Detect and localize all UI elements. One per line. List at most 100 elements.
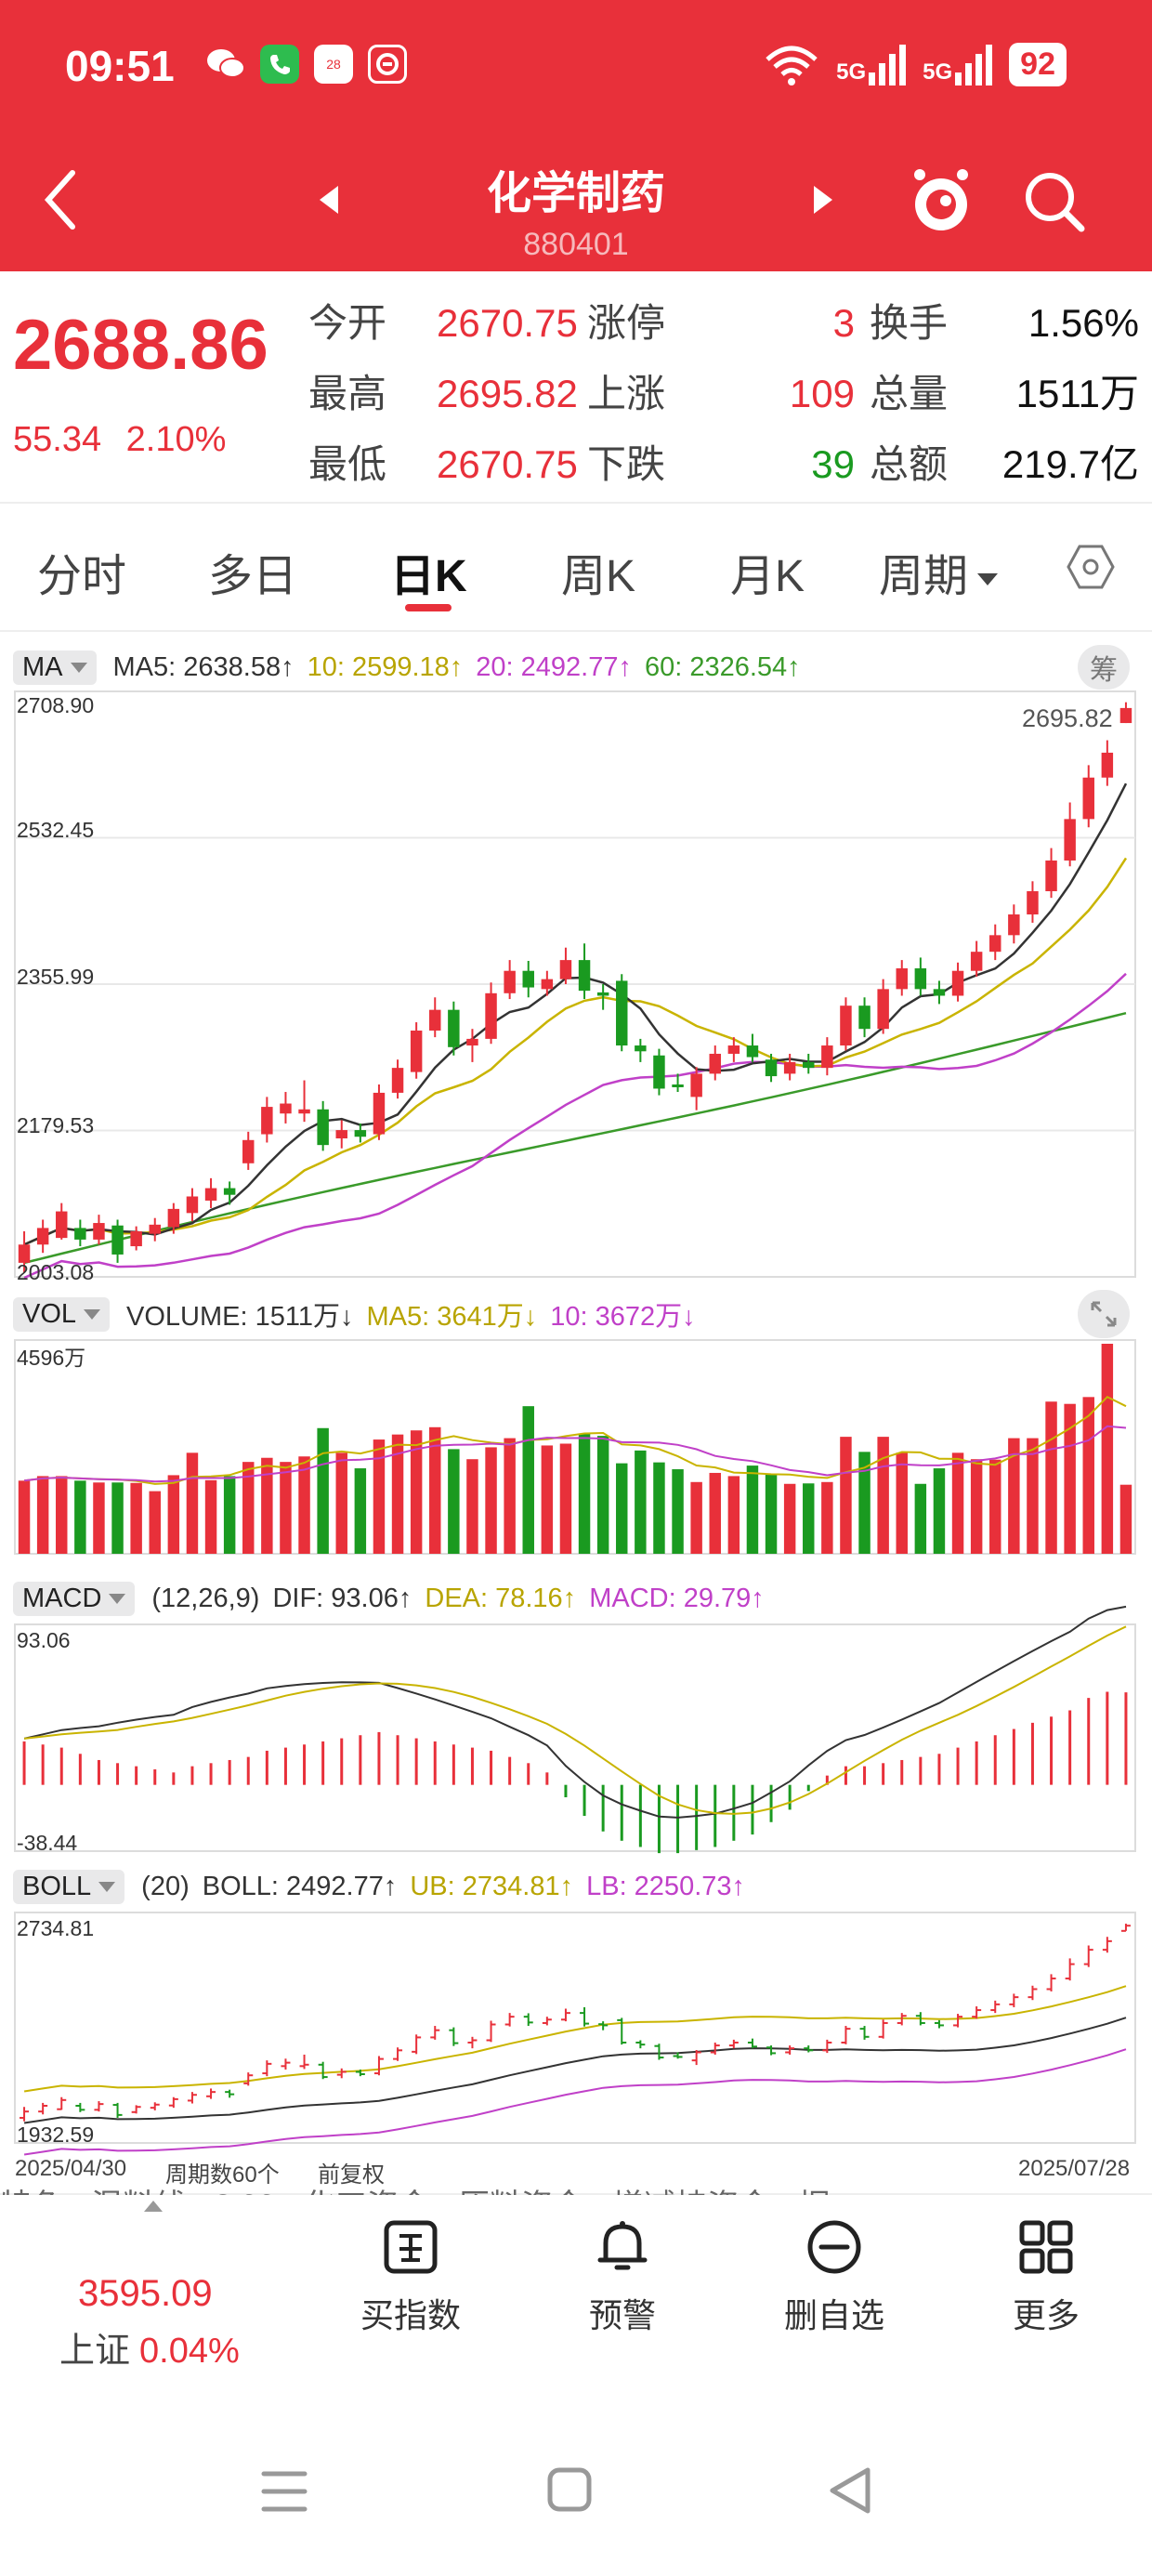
rising-value: 109: [789, 372, 855, 415]
volume-bar: [635, 1450, 647, 1554]
period-tabs: 分时 多日 日K 周K 月K 周期: [0, 520, 1152, 632]
volume-bar: [783, 1483, 796, 1554]
tab-intraday[interactable]: 分时: [37, 552, 127, 601]
expand-chart-button[interactable]: [1078, 1290, 1130, 1338]
panel-frame: [14, 1339, 1136, 1555]
chip-distribution-button[interactable]: 筹: [1078, 645, 1130, 690]
candle-body: [1064, 819, 1076, 861]
kline-chart-canvas[interactable]: [0, 637, 1152, 2189]
index-value[interactable]: 3595.09: [78, 2273, 213, 2314]
prev-stock-icon[interactable]: [320, 186, 338, 214]
volume-bar: [242, 1462, 255, 1554]
volume-bar: [466, 1459, 478, 1554]
tab-weekly-k[interactable]: 周K: [561, 552, 636, 601]
ma20-line: [23, 972, 1127, 1280]
tab-period-dropdown[interactable]: 周期: [879, 539, 999, 604]
index-summary[interactable]: 上证 0.04%: [59, 2321, 240, 2372]
buy-index-label: 买指数: [360, 2296, 461, 2334]
candle-body: [1027, 891, 1039, 915]
candle-body: [56, 1211, 68, 1239]
dif-line: [23, 1605, 1127, 1819]
back-arrow-icon[interactable]: [41, 167, 80, 232]
candle-body: [803, 1061, 815, 1069]
candle-body: [522, 970, 534, 988]
volume-bar: [858, 1452, 871, 1554]
open-value: 2670.75: [437, 301, 578, 345]
tab-daily-k[interactable]: 日K: [390, 552, 467, 601]
volume-bar: [541, 1445, 554, 1554]
price-axis-label: 2003.08: [17, 1260, 95, 1284]
tab-multi-day[interactable]: 多日: [208, 552, 298, 601]
mascot-icon[interactable]: [910, 167, 972, 234]
alert-button[interactable]: 预警: [548, 2217, 697, 2337]
bottom-toolbar: 特色 · 混料线 · 2.00 · 化工资金 · 原料资金 · 增减持资金 · …: [0, 2188, 1152, 2379]
volume-bar: [485, 1447, 497, 1554]
volume-bar: [559, 1443, 572, 1554]
vol-indicator-button[interactable]: VOL: [13, 1296, 111, 1332]
change-value: 55.34: [13, 420, 102, 459]
macd-indicator-button[interactable]: MACD: [13, 1581, 136, 1616]
panel-frame: [14, 1912, 1136, 2144]
ma5-value: MA5: 2638.58↑: [112, 651, 295, 682]
volume-bar: [616, 1463, 628, 1554]
volume-bar: [914, 1483, 927, 1554]
remove-favorite-label: 删自选: [783, 2296, 884, 2334]
back-icon[interactable]: [827, 2466, 873, 2515]
next-stock-icon[interactable]: [814, 186, 832, 214]
volume-label: 总量: [870, 372, 949, 415]
candle-body: [690, 1073, 702, 1097]
boll-indicator-button[interactable]: BOLL: [13, 1869, 125, 1904]
candle-body: [74, 1228, 86, 1240]
boll-params: (20): [141, 1871, 190, 1901]
candle-body: [709, 1053, 721, 1074]
kline-chart-area[interactable]: MA MA5: 2638.58↑ 10: 2599.18↑ 20: 2492.7…: [0, 637, 1152, 2189]
amount-value: 219.7亿: [1001, 442, 1139, 486]
price-axis-label: 2708.90: [17, 693, 95, 717]
candle-body: [933, 989, 946, 996]
search-icon[interactable]: [1022, 169, 1087, 234]
boll-lower-line: [23, 2048, 1127, 2156]
buy-index-button[interactable]: 买指数: [336, 2217, 485, 2337]
vol-ma10-line: [23, 1425, 1127, 1483]
status-notification-icons: 28: [206, 45, 407, 84]
ma-indicator-button[interactable]: MA: [13, 650, 97, 685]
quote-col-values-3: 1.56% 1511万 219.7亿: [966, 288, 1139, 500]
tab-period-label: 周期: [879, 552, 969, 601]
remove-favorite-button[interactable]: 删自选: [760, 2217, 909, 2337]
volume-bar: [653, 1462, 665, 1554]
boll-lb-value: LB: 2250.73↑: [586, 1871, 746, 1901]
end-date: 2025/07/28: [1018, 2156, 1131, 2181]
volume-bar: [391, 1434, 404, 1554]
ma60-line: [23, 1011, 1127, 1265]
candle-body: [970, 952, 983, 971]
recent-apps-icon[interactable]: [260, 2468, 308, 2515]
price-axis-label: 2179.53: [17, 1113, 95, 1137]
tab-monthly-k[interactable]: 月K: [730, 552, 805, 601]
candle-body: [167, 1208, 180, 1228]
home-icon[interactable]: [546, 2466, 593, 2513]
volume-bar: [1064, 1403, 1076, 1554]
turnover-value: 1.56%: [1028, 301, 1139, 345]
macd-legend: MACD (12,26,9) DIF: 93.06↑ DEA: 78.16↑ M…: [13, 1576, 778, 1621]
candle-body: [130, 1230, 142, 1247]
volume-value: 1511万: [1015, 372, 1139, 415]
index-expand-icon[interactable]: [144, 2201, 163, 2212]
volume-bar: [989, 1459, 1001, 1554]
more-button[interactable]: 更多: [972, 2217, 1120, 2337]
boll-axis-max: 2734.81: [17, 1916, 95, 1940]
limit-up-label: 涨停: [587, 301, 666, 345]
volume-bar: [522, 1406, 534, 1554]
bell-icon: [597, 2221, 648, 2270]
candle-body: [448, 1009, 460, 1047]
candle-body: [765, 1059, 778, 1077]
chart-settings-icon[interactable]: [1065, 541, 1117, 593]
adjust-mode[interactable]: 前复权: [318, 2162, 385, 2188]
quote-col-labels-1: 今开 最高 最低: [308, 288, 386, 500]
period-count: 周期数60个: [165, 2162, 280, 2188]
candle-body: [204, 1188, 217, 1201]
volume-bar: [504, 1438, 516, 1554]
candle-body: [261, 1107, 273, 1135]
amount-label: 总额: [870, 442, 949, 486]
boll-value: BOLL: 2492.77↑: [202, 1871, 398, 1901]
boll-ub-value: UB: 2734.81↑: [410, 1871, 574, 1901]
